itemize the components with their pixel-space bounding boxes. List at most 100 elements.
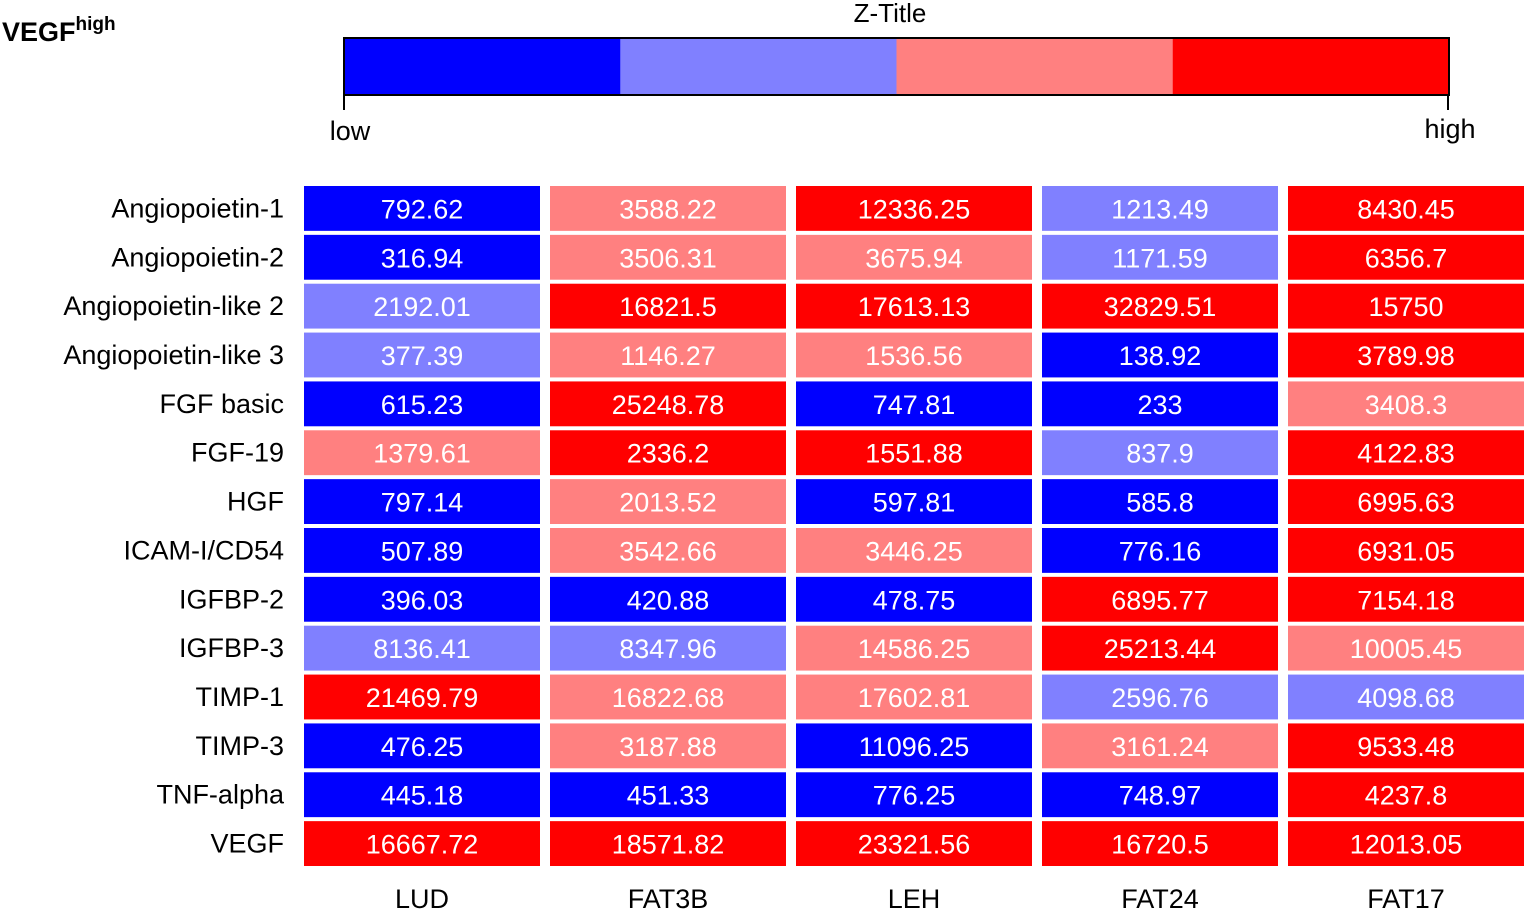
cell-value-label: 445.18 [381, 781, 464, 811]
cell-value-label: 377.39 [381, 341, 464, 371]
colorbar-segment [896, 38, 1174, 95]
heatmap-cell [1042, 821, 1278, 866]
heatmap-cell [304, 283, 540, 329]
heatmap-cell [1288, 234, 1524, 280]
colorbar: Z-Title low high [330, 0, 1476, 146]
heatmap-cell [550, 674, 786, 720]
column-label: LUD [395, 884, 449, 912]
colorbar-segment [620, 38, 897, 95]
heatmap-cell [304, 576, 540, 622]
cell-value-label: 32829.51 [1104, 292, 1217, 322]
cell-value-label: 1379.61 [373, 439, 471, 469]
cell-value-label: 837.9 [1126, 439, 1194, 469]
cell-value-label: 3588.22 [619, 194, 717, 224]
cell-value-label: 12336.25 [858, 194, 971, 224]
heatmap-cell [1042, 479, 1278, 524]
heatmap-cell [1288, 674, 1524, 720]
panel-title-main: VEGF [2, 17, 76, 47]
cell-value-label: 138.92 [1119, 341, 1202, 371]
heatmap-cell [796, 430, 1032, 476]
cell-value-label: 11096.25 [859, 732, 970, 762]
heatmap-cell [1288, 381, 1524, 427]
cell-value-label: 1146.27 [620, 341, 716, 371]
colorbar-segment [1172, 38, 1450, 95]
cell-value-label: 17613.13 [858, 292, 971, 322]
cell-value-label: 451.33 [627, 781, 710, 811]
cell-value-label: 1171.59 [1112, 243, 1208, 273]
cell-value-label: 3446.25 [865, 536, 963, 566]
cell-value-label: 3187.88 [619, 732, 717, 762]
heatmap-cell [1042, 234, 1278, 280]
row-labels: Angiopoietin-1 Angiopoietin-2 Angiopoietin… [63, 193, 285, 858]
panel-title-superscript: high [75, 14, 116, 35]
heatmap-cell [1042, 332, 1278, 378]
column-label: FAT3B [628, 884, 709, 912]
heatmap-cell [1288, 821, 1524, 866]
cell-value-label: 25213.44 [1104, 634, 1217, 664]
cell-value-label: 585.8 [1126, 488, 1194, 518]
cell-value-label: 3542.66 [619, 536, 717, 566]
row-label: FGF-19 [191, 438, 284, 468]
heatmap-cell [550, 234, 786, 280]
heatmap-cell [550, 723, 786, 769]
heatmap-cells: 792.62 3588.22 12336.25 1213.49 8430.45 316.9… [304, 186, 1524, 866]
cell-value-label: 396.03 [381, 585, 464, 615]
cell-value-label: 792.62 [381, 194, 464, 224]
cell-value-label: 478.75 [873, 585, 956, 615]
heatmap-cell [304, 430, 540, 476]
heatmap-cell [550, 528, 786, 573]
cell-value-label: 747.81 [873, 390, 956, 420]
cell-value-label: 1551.88 [865, 439, 963, 469]
colorbar-segments [344, 38, 1450, 95]
cell-value-label: 233 [1137, 390, 1182, 420]
cell-value-label: 8136.41 [373, 634, 471, 664]
cell-value-label: 797.14 [381, 488, 464, 518]
row-label: ICAM-I/CD54 [123, 535, 284, 565]
heatmap-cell [1042, 723, 1278, 769]
column-label: FAT17 [1367, 884, 1445, 912]
heatmap-cell [1042, 772, 1278, 818]
heatmap-cell [796, 821, 1032, 866]
column-label: FAT24 [1121, 884, 1199, 912]
cell-value-label: 3161.24 [1111, 732, 1209, 762]
cell-value-label: 8430.45 [1357, 194, 1455, 224]
heatmap-cell [1288, 332, 1524, 378]
row-label: TNF-alpha [156, 780, 285, 810]
panel-title: VEGFhigh [2, 14, 116, 48]
heatmap-cell [1042, 186, 1278, 231]
cell-value-label: 17602.81 [858, 683, 971, 713]
cell-value-label: 9533.48 [1357, 732, 1455, 762]
heatmap-cell [304, 381, 540, 427]
heatmap-cell [796, 528, 1032, 573]
cell-value-label: 16720.5 [1111, 830, 1209, 860]
heatmap-cell [1042, 674, 1278, 720]
colorbar-high-label: high [1424, 114, 1475, 144]
heatmap-cell [796, 723, 1032, 769]
heatmap-cell [550, 479, 786, 524]
row-label: Angiopoietin-like 2 [63, 291, 284, 321]
cell-value-label: 14586.25 [858, 634, 971, 664]
cell-value-label: 2336.2 [627, 439, 710, 469]
cell-value-label: 1213.49 [1111, 194, 1209, 224]
heatmap-cell [1288, 772, 1524, 818]
heatmap-cell [1042, 430, 1278, 476]
heatmap-cell [796, 234, 1032, 280]
heatmap-cell [1288, 430, 1524, 476]
cell-value-label: 4098.68 [1357, 683, 1455, 713]
heatmap-cell [550, 430, 786, 476]
heatmap-cell [304, 186, 540, 231]
row-label: Angiopoietin-like 3 [63, 340, 284, 370]
heatmap-cell [550, 625, 786, 671]
heatmap-cell [550, 381, 786, 427]
heatmap-cell [796, 332, 1032, 378]
heatmap-cell [304, 234, 540, 280]
row-label: FGF basic [159, 389, 284, 419]
heatmap-cell [796, 381, 1032, 427]
cell-value-label: 1536.56 [865, 341, 963, 371]
heatmap-cell [1042, 283, 1278, 329]
row-label: IGFBP-2 [179, 584, 284, 614]
cell-value-label: 3789.98 [1357, 341, 1455, 371]
cell-value-label: 615.23 [381, 390, 464, 420]
heatmap-cell [1042, 576, 1278, 622]
heatmap-cell [304, 772, 540, 818]
